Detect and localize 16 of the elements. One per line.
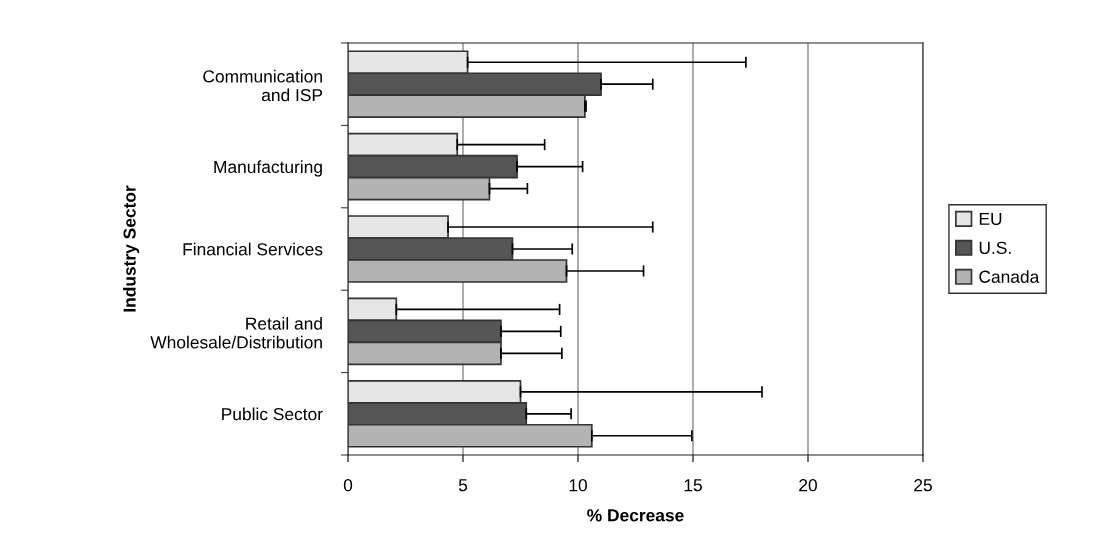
legend-label: Canada (979, 270, 1040, 283)
y-tick-label: Manufacturing (214, 160, 322, 177)
x-tick-label: 10 (569, 479, 587, 492)
x-tick-label: 15 (684, 479, 702, 492)
x-tick-label: 20 (799, 479, 817, 492)
y-axis-title: Industry Sector (122, 185, 140, 312)
y-tick-label: Public Sector (222, 407, 323, 421)
x-tick-label: 5 (458, 479, 468, 492)
y-tick-label: Financial Services (183, 242, 323, 256)
y-tick-label: Communication and ISP (203, 69, 323, 102)
x-tick-label: 25 (914, 479, 932, 492)
y-tick-label: Retail and Wholesale/Distribution (150, 317, 322, 349)
x-axis-title: % Decrease (587, 509, 684, 522)
legend-label: EU (979, 212, 1002, 226)
legend-label: U.S. (979, 241, 1011, 254)
x-tick-label: 0 (343, 479, 353, 492)
